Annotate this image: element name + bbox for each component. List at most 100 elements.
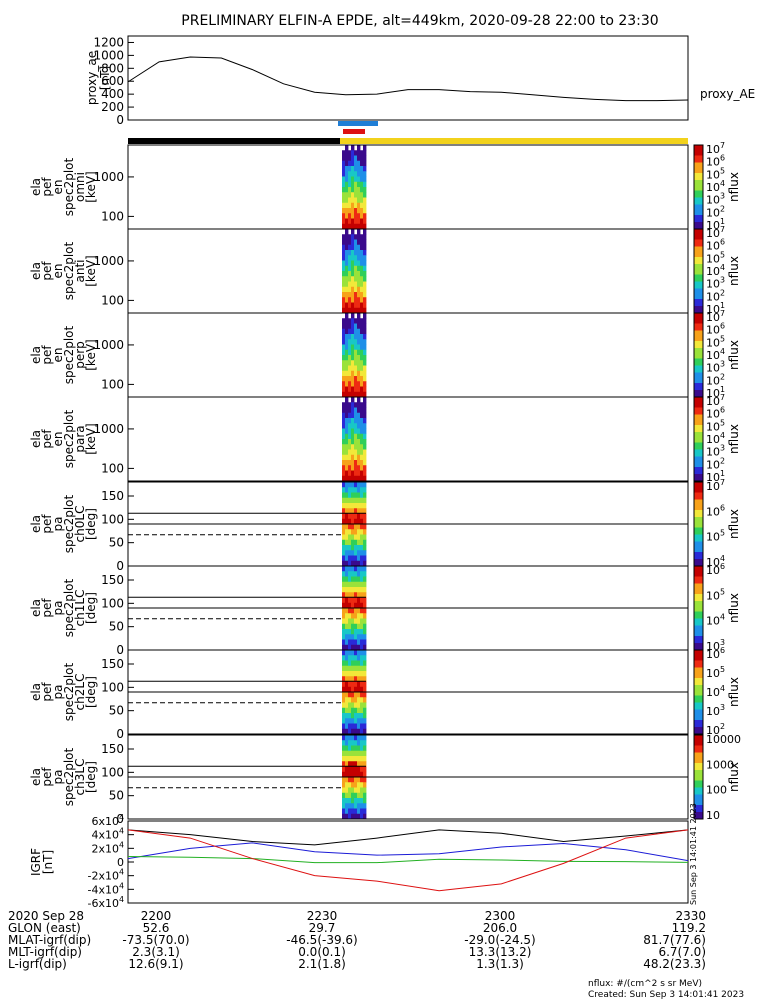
- colorbar-seg: [694, 456, 703, 461]
- colorbar-seg: [694, 218, 703, 223]
- colorbar-seg: [694, 566, 703, 570]
- spectro-cell: [357, 756, 361, 762]
- panel-ylabel: spec2plot: [62, 662, 76, 721]
- spectro-cell: [357, 181, 361, 188]
- spectro-cell: [360, 176, 364, 183]
- spectro-cell: [345, 360, 349, 366]
- panel-ylabel: para: [73, 425, 87, 452]
- spectro-cell: [351, 697, 355, 703]
- spectro-cell: [360, 465, 364, 471]
- spectro-cell: [354, 487, 358, 493]
- spectro-cell: [345, 707, 349, 714]
- colorbar-seg: [694, 517, 703, 521]
- ae-ytick-label: 1200: [93, 35, 124, 49]
- footer-value: 29.7: [309, 921, 336, 935]
- colorbar-seg: [694, 250, 703, 254]
- spectro-cell: [360, 803, 364, 809]
- spectro-cell: [360, 808, 364, 815]
- spectro-cell: [360, 702, 364, 709]
- spectro-cell: [360, 728, 364, 735]
- cbar-tick-label: 105: [706, 334, 725, 349]
- spectro-cell: [345, 634, 349, 640]
- spectro-cell: [351, 777, 355, 783]
- spectro-cell: [354, 550, 358, 556]
- spectro-cell: [348, 513, 352, 520]
- ytick-label: 100: [101, 512, 124, 526]
- spectro-cell: [360, 650, 364, 656]
- colorbar-seg: [694, 527, 703, 532]
- spectro-cell: [357, 686, 361, 693]
- spectro-cell: [351, 735, 355, 741]
- spectro-cell: [360, 777, 364, 783]
- spectro-cell: [348, 402, 352, 408]
- footer-value: 48.2(23.3): [643, 957, 706, 971]
- spectro-cell: [360, 597, 364, 604]
- spectro-cell: [360, 407, 364, 414]
- spectro-cell: [345, 529, 349, 535]
- spectro-cell: [357, 660, 361, 667]
- spectro-cell: [363, 386, 367, 393]
- spectro-cell: [348, 418, 352, 424]
- spectro-cell: [357, 629, 361, 635]
- cbar-tick-label: 105: [706, 587, 725, 602]
- spectro-cell: [354, 723, 358, 730]
- spectro-cell: [354, 328, 358, 335]
- spectro-cell: [342, 681, 346, 688]
- spectro-cell: [342, 223, 346, 230]
- colorbar-seg: [694, 330, 703, 335]
- spectro-cell: [348, 560, 352, 567]
- spectro-cell: [348, 644, 352, 651]
- spectro-cell: [351, 176, 355, 183]
- spectro-cell: [357, 592, 361, 598]
- cbar-tick-label: 107: [706, 393, 725, 408]
- spectro-cell: [360, 328, 364, 335]
- spectro-cell: [345, 813, 349, 820]
- spectro-cell: [348, 534, 352, 541]
- spectro-cell: [348, 592, 352, 598]
- spectro-cell: [345, 782, 349, 788]
- colorbar-seg: [694, 341, 703, 345]
- spectro-cell: [360, 771, 364, 778]
- spectro-cell: [351, 639, 355, 646]
- colorbar-seg: [694, 243, 703, 247]
- colorbar-frame: [693, 649, 704, 735]
- panel-frame: [127, 396, 689, 482]
- spectro-cell: [342, 160, 346, 167]
- spectro-cell: [363, 723, 367, 730]
- spectro-cell: [351, 803, 355, 809]
- spectro-cell: [342, 176, 346, 183]
- panel-ylabel: [keV]: [84, 171, 98, 202]
- spectro-cell: [354, 439, 358, 445]
- spectro-cell: [348, 702, 352, 709]
- spectro-cell: [363, 475, 367, 482]
- spectro-cell: [360, 555, 364, 562]
- spectro-cell: [360, 239, 364, 246]
- spectro-cell: [348, 265, 352, 272]
- spectro-cell: [351, 313, 355, 319]
- spectro-cell: [354, 381, 358, 387]
- spectro-cell: [345, 482, 349, 488]
- spectro-cell: [357, 608, 361, 614]
- spectro-cell: [345, 208, 349, 214]
- spectro-cell: [348, 271, 352, 277]
- spectro-cell: [354, 344, 358, 351]
- spectro-cell: [354, 208, 358, 214]
- spectro-cell: [360, 292, 364, 298]
- spectro-cell: [357, 223, 361, 230]
- spectro-cell: [351, 470, 355, 477]
- spectro-cell: [354, 407, 358, 414]
- footer-value: 52.6: [143, 921, 170, 935]
- spectro-cell: [360, 487, 364, 493]
- spectro-cell: [360, 576, 364, 583]
- spectro-cell: [357, 365, 361, 372]
- colorbar-seg: [694, 309, 703, 314]
- spectro-cell: [348, 192, 352, 198]
- cbar-tick-label: 106: [706, 646, 725, 661]
- spectro-cell: [354, 707, 358, 714]
- colorbar-seg: [694, 407, 703, 412]
- spectro-cell: [354, 534, 358, 541]
- cbar-tick-label: 101: [706, 385, 725, 400]
- spectro-cell: [348, 412, 352, 419]
- spectro-cell: [351, 581, 355, 588]
